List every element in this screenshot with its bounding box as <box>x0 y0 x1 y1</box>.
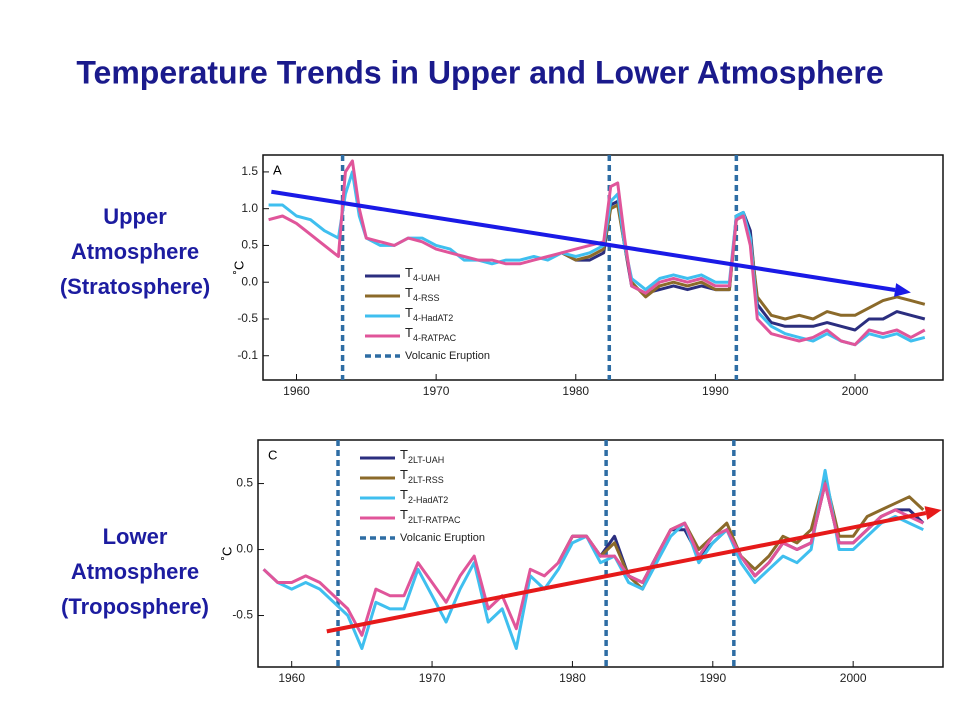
legend-label: Volcanic Eruption <box>405 350 490 362</box>
legend-sub: 2LT-UAH <box>408 455 444 465</box>
x-tick-label: 1990 <box>699 671 726 685</box>
y-axis-label: ˚C <box>219 547 234 561</box>
row-label: (Stratosphere) <box>60 274 210 299</box>
x-tick-label: 2000 <box>840 671 867 685</box>
plot-area <box>268 155 926 380</box>
x-tick-label: 1960 <box>278 671 305 685</box>
legend-name: T <box>405 285 413 300</box>
y-tick-label: -0.5 <box>237 311 258 325</box>
legend-sub: 2LT-RSS <box>408 475 444 485</box>
y-tick-label: -0.1 <box>237 348 258 362</box>
y-axis-label: ˚C <box>231 261 246 275</box>
legend-label: T2-HadAT2 <box>400 487 448 505</box>
y-tick-label: 0.5 <box>236 476 253 490</box>
panel-label: C <box>268 447 277 462</box>
legend-name: T <box>400 487 408 502</box>
legend-name: T <box>405 325 413 340</box>
legend-sub: 2-HadAT2 <box>408 495 448 505</box>
legend-name: T <box>405 265 413 280</box>
plot-frame <box>262 154 944 381</box>
legend-name: T <box>405 305 413 320</box>
y-tick-label: 1.0 <box>241 201 258 215</box>
series-line <box>262 482 924 637</box>
legend-label: T4-HadAT2 <box>405 305 453 323</box>
legend-label: T2LT-RATPAC <box>400 507 461 525</box>
plot-area <box>262 440 925 667</box>
x-tick-label: 1980 <box>559 671 586 685</box>
y-tick-label: 0.0 <box>241 274 258 288</box>
legend-sub: 4-RSS <box>413 293 440 303</box>
legend-sub: 4-UAH <box>413 273 440 283</box>
legend-sub: 4-HadAT2 <box>413 313 453 323</box>
trend-line <box>271 189 896 292</box>
row-label: (Troposphere) <box>61 594 209 619</box>
x-tick-label: 1960 <box>283 384 310 398</box>
legend-sub: 4-RATPAC <box>413 333 457 343</box>
legend-label: Volcanic Eruption <box>400 532 485 544</box>
trend-arrowhead <box>924 506 942 520</box>
row-label: Upper <box>103 204 167 229</box>
row-label: Atmosphere <box>71 559 199 584</box>
trend-arrowhead <box>893 283 911 297</box>
x-tick-label: 1980 <box>562 384 589 398</box>
y-tick-label: 0.0 <box>236 542 253 556</box>
legend-name: T <box>400 467 408 482</box>
legend-label: T4-UAH <box>405 265 440 283</box>
panel-label: A <box>273 162 282 177</box>
legend-label: T2LT-UAH <box>400 447 444 465</box>
legend-label: T2LT-RSS <box>400 467 444 485</box>
legend-label: T4-RATPAC <box>405 325 457 343</box>
x-tick-label: 1970 <box>419 671 446 685</box>
row-label: Lower <box>103 524 168 549</box>
slide-title: Temperature Trends in Upper and Lower At… <box>76 54 883 90</box>
legend-label: T4-RSS <box>405 285 439 303</box>
row-label: Atmosphere <box>71 239 199 264</box>
legend-name: T <box>400 507 408 522</box>
x-tick-label: 1990 <box>702 384 729 398</box>
legend-sub: 2LT-RATPAC <box>408 515 461 525</box>
x-tick-label: 2000 <box>842 384 869 398</box>
y-tick-label: 0.5 <box>241 238 258 252</box>
series-line <box>268 159 926 347</box>
y-tick-label: -0.5 <box>232 608 253 622</box>
trend-line <box>326 511 927 634</box>
x-tick-label: 1970 <box>423 384 450 398</box>
legend-name: T <box>400 447 408 462</box>
y-tick-label: 1.5 <box>241 164 258 178</box>
